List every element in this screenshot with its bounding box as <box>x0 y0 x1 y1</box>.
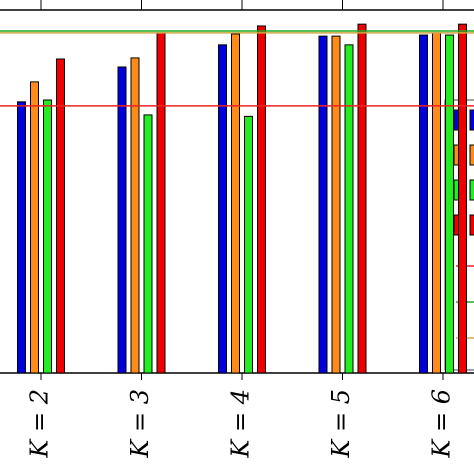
legend-swatch <box>469 144 474 166</box>
x-tick-label: K = 2 <box>26 389 54 459</box>
bar <box>143 114 153 374</box>
bar <box>117 66 127 374</box>
bar <box>432 32 441 374</box>
bar <box>344 44 354 374</box>
bar <box>357 23 367 374</box>
legend-swatch <box>469 109 474 131</box>
bar <box>231 33 240 374</box>
bar <box>244 115 253 374</box>
bar <box>218 44 227 374</box>
x-tick-label: K = 3 <box>126 389 154 459</box>
legend-swatch <box>469 214 474 236</box>
bar <box>331 35 341 374</box>
x-tick-label: K = 5 <box>327 389 355 459</box>
bar <box>156 32 166 374</box>
bar <box>130 57 140 374</box>
bar <box>445 34 454 374</box>
x-tick-label: K = 4 <box>227 389 255 459</box>
bar <box>257 25 266 374</box>
bar <box>30 81 39 374</box>
bar <box>17 101 26 374</box>
x-tick-label: K = 6 <box>428 389 456 459</box>
bar <box>419 34 428 374</box>
bar <box>43 99 52 374</box>
bar <box>56 58 65 374</box>
bar <box>318 35 328 374</box>
bar <box>458 23 467 374</box>
legend-swatch <box>469 179 474 201</box>
